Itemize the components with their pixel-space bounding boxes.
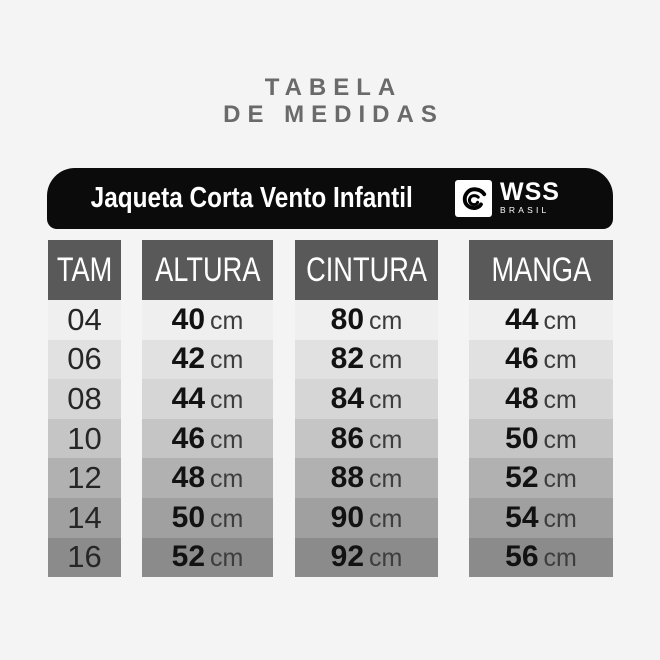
product-name: Jaqueta Corta Vento Infantil [91, 168, 413, 229]
cell-tam-size-14: 14 [48, 497, 121, 538]
cell-altura-size-08: 44 cm [142, 379, 273, 419]
cell-cintura-size-04: 80 cm [295, 300, 438, 340]
cell-text: 48 cm [505, 381, 577, 415]
cell-tam-size-08: 08 [48, 379, 121, 419]
cell-cintura-size-06: 82 cm [295, 339, 438, 380]
wave-swirl-icon [455, 180, 492, 217]
cell-text: 42 cm [171, 342, 244, 376]
column-header-cintura: CINTURA [295, 240, 438, 300]
cell-cintura-size-08: 84 cm [295, 379, 438, 419]
column-header-altura: ALTURA [142, 240, 273, 300]
cell-text: 06 [67, 341, 102, 377]
column-header-label-altura: ALTURA [154, 250, 261, 289]
brand-name: WSS [500, 178, 560, 206]
cell-text: 08 [67, 380, 102, 416]
cell-text: 92 cm [330, 540, 403, 574]
cell-text: 80 cm [330, 302, 403, 336]
cell-cintura-size-14: 90 cm [295, 497, 438, 538]
cell-text: 50 cm [171, 500, 244, 534]
cell-text: 90 cm [330, 500, 403, 534]
cell-cintura-size-16: 92 cm [295, 537, 438, 578]
cell-tam-size-10: 10 [48, 418, 121, 459]
product-name-text: Jaqueta Corta Vento Infantil [90, 182, 414, 214]
cell-manga-size-16: 56 cm [469, 537, 613, 578]
cell-text: 46 cm [505, 342, 577, 376]
column-header-tam: TAM [48, 240, 121, 300]
cell-text: 82 cm [330, 342, 403, 376]
cell-text: 12 [67, 460, 102, 496]
column-header-label-cintura: CINTURA [306, 250, 427, 289]
cell-altura-size-04: 40 cm [142, 300, 273, 340]
cell-text: 52 cm [505, 461, 577, 495]
cell-altura-size-16: 52 cm [142, 537, 273, 578]
cell-text: 86 cm [330, 421, 403, 455]
cell-text: 54 cm [505, 500, 577, 534]
page-title-line1: TABELA [264, 74, 403, 101]
cell-tam-size-06: 06 [48, 339, 121, 380]
cell-text: 14 [67, 499, 102, 535]
cell-text: 50 cm [505, 421, 577, 455]
cell-cintura-size-12: 88 cm [295, 458, 438, 498]
column-header-manga: MANGA [469, 240, 613, 300]
cell-text: 40 cm [171, 302, 244, 336]
cell-tam-size-16: 16 [48, 537, 121, 578]
cell-text: 56 cm [505, 540, 577, 574]
cell-cintura-size-10: 86 cm [295, 418, 438, 459]
column-header-label-manga: MANGA [491, 250, 591, 289]
cell-manga-size-08: 48 cm [469, 379, 613, 419]
cell-manga-size-10: 50 cm [469, 418, 613, 459]
cell-text: 88 cm [330, 461, 403, 495]
cell-tam-size-04: 04 [48, 300, 121, 340]
column-altura: ALTURA 40 cm 42 cm 44 cm 46 cm 48 cm 50 cm 52 cm [142, 240, 273, 578]
cell-manga-size-04: 44 cm [469, 300, 613, 340]
cell-text: 44 cm [171, 381, 244, 415]
page-title-line2: DE MEDIDAS [223, 101, 444, 128]
cell-altura-size-06: 42 cm [142, 339, 273, 380]
cell-altura-size-14: 50 cm [142, 497, 273, 538]
brand-country: BRASIL [500, 205, 550, 215]
wss-logo: WSS BRASIL [455, 168, 560, 229]
cell-text: 48 cm [171, 461, 244, 495]
column-header-label-tam: TAM [56, 250, 113, 289]
product-banner: Jaqueta Corta Vento Infantil WSS BRASIL [47, 168, 613, 229]
cell-text: 84 cm [330, 381, 403, 415]
brand-block: WSS BRASIL [500, 178, 560, 216]
page-title: TABELA DE MEDIDAS [0, 74, 660, 128]
column-cintura: CINTURA 80 cm 82 cm 84 cm 86 cm 88 cm 90 cm 92 cm [295, 240, 438, 578]
cell-text: 44 cm [505, 302, 577, 336]
cell-manga-size-06: 46 cm [469, 339, 613, 380]
cell-altura-size-10: 46 cm [142, 418, 273, 459]
cell-tam-size-12: 12 [48, 458, 121, 498]
cell-manga-size-14: 54 cm [469, 497, 613, 538]
cell-text: 52 cm [171, 540, 244, 574]
column-tam: TAM 04 06 08 10 12 14 16 [48, 240, 121, 578]
cell-text: 04 [67, 301, 102, 337]
cell-text: 46 cm [171, 421, 244, 455]
column-manga: MANGA 44 cm 46 cm 48 cm 50 cm 52 cm 54 cm 56 cm [469, 240, 613, 578]
cell-text: 10 [67, 420, 102, 456]
cell-altura-size-12: 48 cm [142, 458, 273, 498]
cell-text: 16 [67, 539, 102, 575]
cell-manga-size-12: 52 cm [469, 458, 613, 498]
